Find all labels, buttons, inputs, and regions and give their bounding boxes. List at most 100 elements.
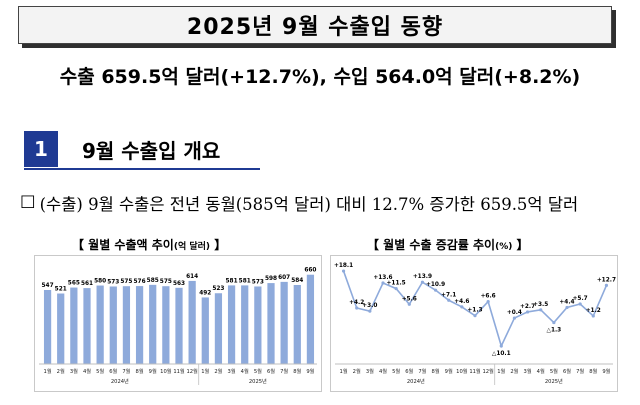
x-tick-label: 5월 xyxy=(96,367,104,375)
data-point xyxy=(381,281,385,285)
point-value-label: △1.3 xyxy=(546,328,561,334)
point-value-label: +1.2 xyxy=(586,308,601,314)
point-value-label: +11.5 xyxy=(387,281,406,287)
x-group-label: 2024년 xyxy=(407,377,425,385)
x-tick-label: 2월 xyxy=(353,367,361,375)
data-point xyxy=(486,299,490,304)
point-value-label: +0.4 xyxy=(507,310,522,316)
bar xyxy=(201,297,209,364)
x-tick-label: 8월 xyxy=(589,367,597,375)
line-chart-title-end: 】 xyxy=(512,238,529,252)
section-number: 1 xyxy=(24,131,58,167)
bar-value-label: 521 xyxy=(55,287,67,293)
checkbox-bullet-icon: □ xyxy=(20,191,36,210)
data-point xyxy=(394,286,398,291)
bar-value-label: 523 xyxy=(212,286,224,292)
point-value-label: +13.9 xyxy=(413,274,432,280)
report-headline: 수출 659.5억 달러(+12.7%), 수입 564.0억 달러(+8.2%… xyxy=(59,66,581,88)
x-tick-label: 4월 xyxy=(537,367,545,375)
data-point xyxy=(420,280,425,284)
bar-value-label: 581 xyxy=(226,278,238,284)
export-summary-text: (수출) 9월 수출은 전년 동월(585억 달러) 대비 12.7% 증가한 … xyxy=(39,195,579,214)
bar-chart-title-end: 】 xyxy=(210,238,227,252)
bar xyxy=(83,288,91,364)
x-tick-label: 9월 xyxy=(445,367,453,375)
x-tick-label: 8월 xyxy=(432,367,440,375)
data-point xyxy=(525,310,530,314)
x-group-label: 2025년 xyxy=(545,377,563,385)
bar-value-label: 581 xyxy=(239,278,251,284)
x-tick-label: 5월 xyxy=(392,367,400,375)
bar-value-label: 563 xyxy=(173,281,185,287)
bar xyxy=(227,285,236,364)
x-tick-label: 1월 xyxy=(44,367,52,375)
data-point xyxy=(368,309,372,313)
point-value-label: +4.2 xyxy=(349,300,364,306)
x-tick-label: 12월 xyxy=(186,367,198,375)
data-point xyxy=(341,269,346,273)
bar-value-label: 614 xyxy=(186,274,198,280)
line-chart-title: 【 월별 수출 증감률 추이(%) 】 xyxy=(367,236,529,253)
bar-value-label: 573 xyxy=(107,279,119,285)
x-tick-label: 4월 xyxy=(241,367,249,375)
x-group-label: 2025년 xyxy=(249,377,267,385)
x-tick-label: 2월 xyxy=(57,367,65,375)
bar-chart-title-unit: (억 달러) xyxy=(173,242,211,252)
bar xyxy=(188,280,196,364)
data-point xyxy=(407,302,411,306)
bar-value-label: 565 xyxy=(68,281,80,287)
point-value-label: △10.1 xyxy=(492,351,511,357)
data-point xyxy=(552,320,556,325)
x-tick-label: 3월 xyxy=(228,367,236,375)
bar-chart-title: 【 월별 수출액 추이(억 달러) 】 xyxy=(72,236,226,253)
line-chart-title-text: 【 월별 수출 증감률 추이 xyxy=(367,238,496,252)
data-point xyxy=(578,302,582,306)
bar xyxy=(70,287,78,364)
x-group-label: 2024년 xyxy=(111,377,129,385)
bar xyxy=(175,287,183,364)
bar-value-label: 598 xyxy=(265,276,277,282)
point-value-label: +1.3 xyxy=(467,308,482,314)
point-value-label: +5.6 xyxy=(402,296,417,302)
bar xyxy=(43,289,52,364)
section-title: 9월 수출입 개요 xyxy=(82,138,221,163)
export-summary: □ (수출) 9월 수출은 전년 동월(585억 달러) 대비 12.7% 증가… xyxy=(20,191,578,215)
x-tick-label: 1월 xyxy=(340,367,348,375)
x-tick-label: 5월 xyxy=(550,367,558,375)
point-value-label: +4.6 xyxy=(454,299,469,305)
point-value-label: +4.4 xyxy=(559,299,574,305)
bar xyxy=(293,284,301,364)
data-point xyxy=(499,344,503,348)
bar xyxy=(280,281,288,364)
data-point xyxy=(460,305,464,309)
x-tick-label: 1월 xyxy=(201,367,209,375)
data-point xyxy=(447,298,451,302)
bar-value-label: 660 xyxy=(304,268,316,274)
bar xyxy=(135,286,144,364)
line-chart-svg: +18.1 +4.2+3.0 +13.6+11.5 +5.6 +13.9 +10.9 +7.… xyxy=(334,263,616,385)
x-tick-label: 6월 xyxy=(109,367,117,375)
point-value-label: +2.7 xyxy=(520,304,535,310)
data-point xyxy=(512,316,517,320)
x-tick-label: 7월 xyxy=(122,367,130,375)
data-point xyxy=(433,288,438,292)
bar-value-label: 575 xyxy=(120,279,132,285)
point-value-label: +3.5 xyxy=(533,302,548,308)
x-tick-label: 4월 xyxy=(83,367,91,375)
section-underline xyxy=(24,168,260,170)
x-tick-label: 1월 xyxy=(497,367,505,375)
bar-value-label: 561 xyxy=(81,281,93,287)
bar xyxy=(241,285,249,364)
x-tick-label: 12월 xyxy=(482,367,494,375)
point-value-label: +18.1 xyxy=(334,263,353,269)
point-value-label: +10.9 xyxy=(426,282,445,288)
data-point xyxy=(539,308,543,312)
bar-value-label: 575 xyxy=(160,279,172,285)
bar xyxy=(267,283,275,364)
line-chart-title-unit: (%) xyxy=(495,242,513,252)
x-tick-label: 2월 xyxy=(214,367,222,375)
point-value-label: +3.0 xyxy=(362,303,377,309)
x-tick-label: 8월 xyxy=(136,367,144,375)
bar xyxy=(96,285,104,364)
